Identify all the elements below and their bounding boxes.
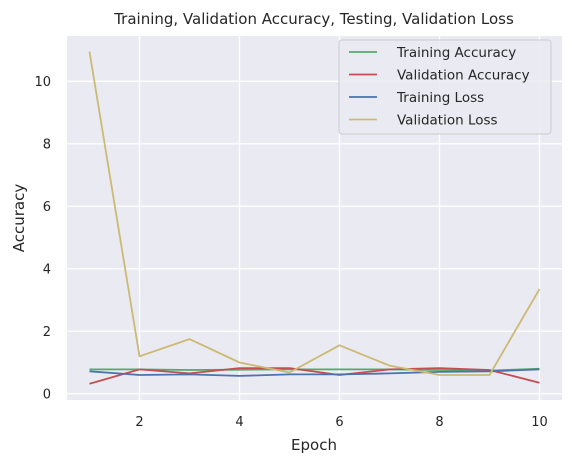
legend-label: Training Accuracy xyxy=(396,45,516,61)
x-tick-label: 6 xyxy=(335,415,343,430)
y-tick-label: 2 xyxy=(43,325,51,340)
legend-label: Validation Loss xyxy=(397,113,498,129)
legend-label: Training Loss xyxy=(396,90,484,106)
x-axis-label: Epoch xyxy=(291,436,337,454)
series-line-training-accuracy xyxy=(89,367,540,372)
series-line-validation-accuracy xyxy=(89,367,540,385)
y-tick-label: 0 xyxy=(43,387,51,402)
x-tick-labels: 2 4 6 8 10 xyxy=(135,415,547,430)
y-tick-label: 6 xyxy=(43,200,51,215)
x-tick-label: 10 xyxy=(531,415,548,430)
x-tick-label: 4 xyxy=(235,415,243,430)
y-axis-label: Accuracy xyxy=(10,184,28,253)
series-group xyxy=(88,51,541,385)
series-line-validation-loss xyxy=(88,51,541,376)
legend: Training Accuracy Validation Accuracy Trai… xyxy=(338,39,552,135)
y-tick-label: 10 xyxy=(34,75,51,90)
legend-label: Validation Accuracy xyxy=(397,68,530,84)
series-line-training-loss xyxy=(89,368,540,377)
x-tick-label: 2 xyxy=(135,415,143,430)
y-tick-labels: 0 2 4 6 8 10 xyxy=(34,75,51,402)
y-tick-label: 8 xyxy=(43,137,51,152)
legend-box xyxy=(338,39,552,135)
x-tick-label: 8 xyxy=(435,415,443,430)
y-tick-label: 4 xyxy=(43,262,51,277)
chart-title: Training, Validation Accuracy, Testing, … xyxy=(113,10,514,28)
